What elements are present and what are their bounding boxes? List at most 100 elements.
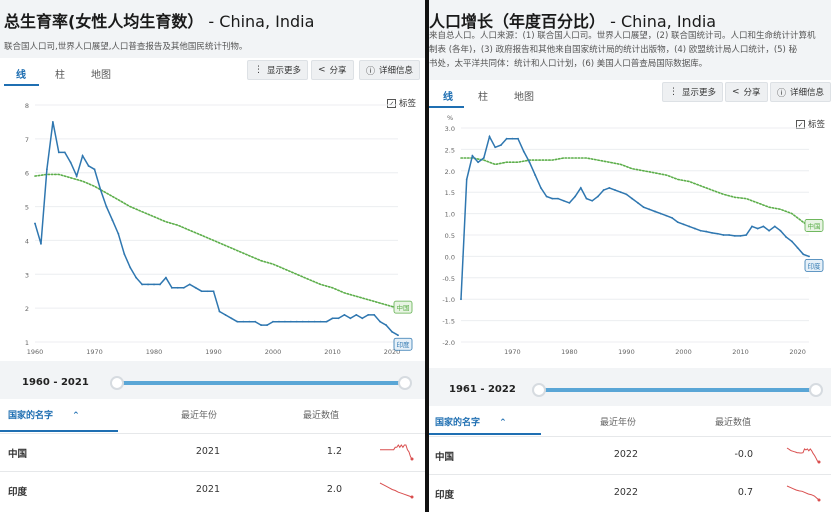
header-value[interactable]: 最近数值: [303, 411, 340, 421]
data-point-china[interactable]: [768, 229, 770, 232]
show-more-button[interactable]: ⋮ 显示更多: [662, 82, 724, 102]
series-line-china[interactable]: [460, 134, 810, 300]
data-point-china[interactable]: [796, 246, 799, 249]
data-point-china[interactable]: [34, 222, 36, 225]
data-point-china[interactable]: [625, 193, 628, 196]
details-button[interactable]: ⓘ 详细信息: [359, 60, 421, 80]
data-point-china[interactable]: [46, 168, 48, 171]
data-point-china[interactable]: [242, 320, 245, 323]
data-point-china[interactable]: [289, 320, 292, 323]
share-button[interactable]: < 分享: [311, 60, 354, 80]
slider-handle-start[interactable]: [532, 383, 546, 397]
header-country[interactable]: 国家的名字 ⌃: [8, 411, 80, 421]
data-point-china[interactable]: [500, 144, 502, 147]
data-point-china[interactable]: [505, 137, 508, 140]
data-point-china[interactable]: [460, 298, 462, 301]
data-point-china[interactable]: [99, 188, 102, 191]
data-point-china[interactable]: [494, 146, 497, 149]
data-point-china[interactable]: [477, 161, 480, 164]
data-point-china[interactable]: [528, 161, 531, 164]
data-point-china[interactable]: [619, 191, 622, 194]
data-point-china[interactable]: [284, 320, 286, 323]
data-point-china[interactable]: [711, 231, 713, 234]
data-point-china[interactable]: [153, 283, 155, 286]
data-point-china[interactable]: [808, 255, 810, 258]
data-point-china[interactable]: [665, 214, 668, 217]
series-line-india[interactable]: [34, 173, 399, 309]
data-point-china[interactable]: [545, 195, 548, 198]
data-point-china[interactable]: [75, 175, 78, 177]
slider-handle-end[interactable]: [809, 383, 823, 397]
data-point-china[interactable]: [373, 314, 376, 316]
data-point-china[interactable]: [391, 330, 393, 333]
data-point-china[interactable]: [367, 314, 370, 316]
data-point-china[interactable]: [802, 253, 805, 256]
data-point-china[interactable]: [212, 290, 215, 293]
data-point-china[interactable]: [81, 154, 84, 157]
year-slider-track[interactable]: [539, 388, 819, 392]
data-point-china[interactable]: [733, 234, 736, 237]
series-line-india[interactable]: [460, 157, 810, 228]
labels-toggle[interactable]: ✓ 标签: [387, 98, 417, 109]
data-point-china[interactable]: [355, 314, 358, 316]
slider-handle-end[interactable]: [398, 376, 412, 390]
data-point-china[interactable]: [465, 178, 468, 181]
data-point-china[interactable]: [539, 187, 542, 189]
data-point-china[interactable]: [51, 121, 54, 123]
tab-line[interactable]: 线: [16, 70, 26, 81]
tab-line[interactable]: 线: [443, 92, 453, 103]
data-point-china[interactable]: [614, 189, 616, 191]
tab-map[interactable]: 地图: [514, 92, 534, 103]
data-point-china[interactable]: [182, 286, 185, 289]
data-point-china[interactable]: [591, 199, 594, 202]
data-point-china[interactable]: [361, 317, 364, 320]
header-year[interactable]: 最近年份: [181, 411, 218, 421]
data-point-china[interactable]: [574, 195, 576, 198]
data-point-china[interactable]: [534, 174, 537, 176]
data-point-china[interactable]: [343, 314, 346, 316]
data-point-china[interactable]: [147, 283, 149, 286]
data-point-china[interactable]: [557, 197, 559, 200]
data-point-china[interactable]: [385, 324, 387, 326]
header-year[interactable]: 最近年份: [600, 418, 637, 428]
data-point-china[interactable]: [337, 317, 340, 320]
data-point-china[interactable]: [129, 266, 132, 269]
data-point-china[interactable]: [230, 317, 233, 320]
data-point-china[interactable]: [688, 225, 691, 228]
data-point-china[interactable]: [349, 317, 352, 320]
data-point-china[interactable]: [313, 320, 316, 323]
data-point-china[interactable]: [654, 210, 656, 213]
data-point-china[interactable]: [785, 236, 788, 239]
data-point-china[interactable]: [93, 168, 96, 171]
data-point-china[interactable]: [260, 324, 263, 326]
data-point-china[interactable]: [331, 317, 334, 320]
data-point-china[interactable]: [642, 206, 645, 209]
header-value[interactable]: 最近数值: [715, 418, 752, 428]
data-point-china[interactable]: [117, 232, 120, 235]
data-point-china[interactable]: [111, 219, 114, 222]
data-point-china[interactable]: [218, 310, 221, 313]
data-point-china[interactable]: [659, 212, 662, 215]
data-point-china[interactable]: [248, 320, 251, 323]
data-point-china[interactable]: [57, 151, 60, 154]
data-point-china[interactable]: [325, 320, 328, 323]
data-point-china[interactable]: [69, 161, 72, 164]
data-point-china[interactable]: [301, 320, 304, 323]
data-point-china[interactable]: [295, 320, 298, 323]
data-point-china[interactable]: [206, 290, 209, 293]
data-point-china[interactable]: [631, 197, 634, 200]
data-point-china[interactable]: [694, 227, 696, 230]
table-row[interactable]: 中国 2022 -0.0: [429, 436, 831, 474]
data-point-china[interactable]: [751, 225, 753, 228]
data-point-china[interactable]: [585, 197, 588, 200]
data-point-china[interactable]: [705, 230, 708, 233]
year-slider-track[interactable]: [117, 381, 407, 385]
data-point-china[interactable]: [722, 234, 725, 236]
data-point-china[interactable]: [739, 234, 742, 237]
data-point-china[interactable]: [779, 229, 782, 232]
data-point-china[interactable]: [597, 195, 599, 198]
data-point-china[interactable]: [511, 137, 514, 140]
data-point-china[interactable]: [699, 229, 702, 232]
data-point-china[interactable]: [716, 232, 719, 235]
data-point-china[interactable]: [188, 283, 191, 286]
